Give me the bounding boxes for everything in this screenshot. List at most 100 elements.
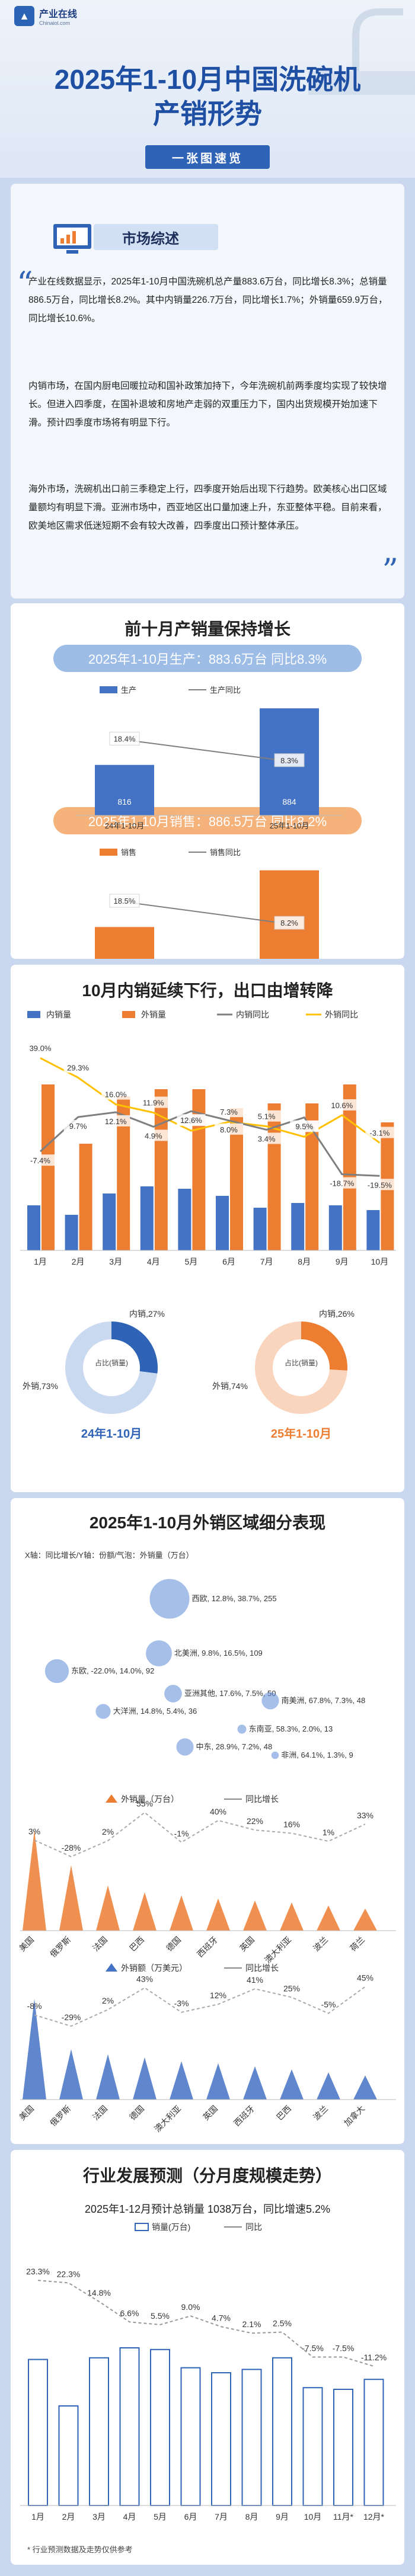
forecast-bar: [272, 2357, 292, 2506]
country-amount-yoy-label: 2%: [102, 1996, 114, 2005]
region-bubble: [164, 1685, 182, 1703]
monthly-legend-label: 外销同比: [325, 1010, 358, 1019]
forecast-category-label: 1月: [31, 2512, 44, 2521]
monthly-category-label: 8月: [298, 1257, 311, 1266]
monthly-export-yoy-label: 11.9%: [143, 1099, 164, 1108]
country-amount-legend-line-label: 同比增长: [245, 1963, 279, 1973]
share25-slice: [301, 1321, 347, 1371]
forecast-yoy-label: 5.5%: [151, 2311, 170, 2321]
forecast-yoy-label: 4.7%: [212, 2313, 231, 2322]
country-volume-bar: [206, 1898, 230, 1931]
monthly-domestic-yoy-label: 3.4%: [258, 1134, 276, 1143]
overview-badge: 一张图速览: [145, 145, 270, 169]
region-bubble-label: 北美洲, 9.8%, 16.5%, 109: [174, 1649, 263, 1657]
brand-logo: ▲ 产业在线 Chinaiol.com: [14, 6, 77, 26]
country-amount-category-label: 巴西: [274, 2104, 293, 2122]
country-volume-category-label: 美国: [17, 1935, 36, 1953]
faucet-decoration: [308, 8, 415, 95]
forecast-yoy-label: 6.6%: [120, 2308, 139, 2318]
monthly-domestic-yoy-label: -7.4%: [30, 1156, 50, 1165]
forecast-heading: 行业发展预测（分月度规模走势）: [82, 2167, 332, 2185]
monthly-category-label: 5月: [185, 1257, 198, 1266]
logo-icon: ▲: [14, 6, 34, 26]
forecast-bar: [180, 2367, 201, 2506]
monthly-export-yoy-label: 7.3%: [220, 1108, 238, 1116]
country-volume-bar: [317, 1905, 340, 1931]
country-amount-bar: [243, 2066, 267, 2100]
country-volume-category-label: 英国: [238, 1935, 256, 1953]
monthly-domestic-yoy-label: 9.7%: [69, 1122, 87, 1131]
region-bubble: [237, 1724, 247, 1734]
monthly-export-yoy-label-box: [101, 1088, 130, 1100]
production-legend-line: 生产同比: [210, 686, 241, 695]
forecast-yoy-label: 14.8%: [87, 2288, 111, 2297]
region-bubble: [95, 1704, 111, 1719]
country-amount-yoy-label: -29%: [62, 2012, 81, 2022]
forecast-bar: [58, 2405, 79, 2506]
monthly-export-bar: [117, 1096, 130, 1250]
production-yoy-label: 18.4%: [114, 734, 136, 743]
region-bubble-label: 南美洲, 67.8%, 7.3%, 48: [282, 1696, 366, 1705]
country-volume-bar: [170, 1895, 193, 1931]
country-volume-yoy-line: [34, 1812, 366, 1858]
monthly-export-bar: [343, 1084, 356, 1250]
country-volume-yoy-label: 33%: [357, 1810, 374, 1820]
share24-slice: [65, 1321, 158, 1414]
forecast-legend-swatch: [135, 2223, 149, 2231]
brand-name: 产业在线: [39, 9, 78, 20]
country-volume-category-label: 荷兰: [348, 1935, 366, 1953]
monthly-export-yoy-label-box: [252, 1110, 281, 1122]
region-bubble: [149, 1579, 190, 1619]
page-title: 2025年1-10月中国洗碗机 产销形势: [0, 62, 415, 131]
sales-legend-bar-swatch: [100, 849, 117, 856]
country-amount-yoy-label: 45%: [357, 1973, 374, 1983]
share25-slice: [255, 1321, 347, 1414]
country-volume-bar: [133, 1892, 157, 1931]
forecast-bar: [150, 2348, 170, 2506]
monthly-domestic-yoy-label-box: [177, 1114, 206, 1126]
production-yoy-box: [274, 753, 305, 767]
monthly-export-bar: [79, 1144, 92, 1250]
monthly-heading: 10月内销延续下行，出口由增转降: [82, 981, 333, 1000]
forecast-yoy-label: 2.5%: [273, 2319, 292, 2328]
region-bubble-label: 大洋洲, 14.8%, 5.4%, 36: [113, 1707, 197, 1716]
market-summary-card: 市场综述 “ 产业在线数据显示，2025年1-10月中国洗碗机总产量883.6万…: [11, 184, 404, 599]
country-amount-category-label: 美国: [17, 2104, 36, 2122]
regions-chart: 西欧, 12.8%, 38.7%, 255 东欧, -22.0%, 14.0%, …: [17, 1579, 396, 2134]
monthly-export-yoy-label-box: [215, 1106, 243, 1118]
monthly-category-label: 2月: [72, 1257, 85, 1266]
forecast-category-label: 10月: [304, 2512, 322, 2521]
production-legend-bar-swatch: [100, 686, 117, 693]
title-line-1: 2025年1-10月中国洗碗机: [54, 64, 361, 95]
monthly-domestic-bar: [366, 1210, 380, 1250]
country-amount-yoy-label: -5%: [321, 2000, 336, 2009]
monthly-export-bar: [305, 1103, 319, 1250]
monthly-export-yoy-line: [40, 1057, 381, 1144]
country-amount-category-label: 德国: [127, 2104, 146, 2122]
monthly-domestic-yoy-label: 12.6%: [180, 1116, 202, 1125]
country-amount-yoy-label: 43%: [136, 1974, 153, 1983]
country-volume-category-label: 西班牙: [195, 1935, 219, 1959]
monthly-domestic-yoy-label-box: [365, 1179, 394, 1191]
regions-card: 2025年1-10月外销区域细分表现 X轴：同比增长/Y轴：份额/气泡：外销量（…: [11, 1498, 404, 2144]
monthly-export-yoy-label: 10.6%: [331, 1101, 353, 1110]
monthly-domestic-yoy-label-box: [63, 1120, 92, 1132]
country-amount-category-label: 英国: [201, 2104, 219, 2122]
share24-label-export: 外销,73%: [23, 1381, 58, 1391]
sales-yoy-line: [124, 901, 290, 925]
monthly-export-yoy-label: 5.1%: [258, 1112, 276, 1121]
forecast-bar: [89, 2357, 109, 2506]
country-volume-bar: [96, 1885, 120, 1931]
forecast-bar: [211, 2372, 231, 2506]
country-volume-yoy-label: 2%: [102, 1827, 114, 1836]
sales-yoy-label: 18.5%: [114, 897, 136, 905]
country-amount-legend-swatch: [106, 1963, 117, 1972]
monthly-domestic-yoy-line: [39, 1110, 380, 1177]
region-bubble: [271, 1751, 279, 1759]
monthly-domestic-yoy-label: -19.5%: [368, 1180, 392, 1189]
monthly-export-yoy-label-box: [365, 1127, 394, 1138]
forecast-category-label: 8月: [245, 2512, 258, 2521]
production-sales-card: 前十月产销量保持增长 2025年1-10月生产：883.6万台 同比8.3% 2…: [11, 603, 404, 959]
monthly-export-yoy-label: -3.1%: [369, 1129, 390, 1138]
quote-close-icon: ”: [382, 552, 398, 589]
